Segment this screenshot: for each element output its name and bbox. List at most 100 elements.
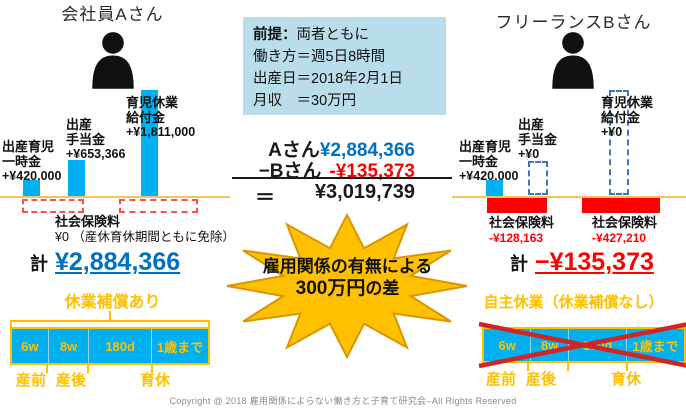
bracket-end-right bbox=[208, 320, 210, 328]
timeline-segment: 1歳まで bbox=[151, 329, 208, 363]
axis-baseline-left bbox=[0, 196, 230, 198]
phase-postnatal-b: 産後 bbox=[525, 371, 556, 388]
bar-label-line: 給付金 bbox=[601, 110, 641, 125]
bar-label-allowance-b: 出産 手当金 +¥0 bbox=[518, 117, 557, 162]
premise-line: 前提：両者ともに bbox=[253, 24, 436, 46]
compensation-note-a: 休業補償あり bbox=[64, 294, 161, 311]
star-amount-rest: の差 bbox=[365, 279, 400, 298]
timeline-tick bbox=[151, 365, 153, 373]
bar-label-line: 育児休業 bbox=[601, 95, 654, 110]
bar-label-line: 出産 bbox=[518, 117, 545, 132]
equation-equals: ＝ bbox=[255, 187, 275, 209]
total-value-a: ¥2,884,366 bbox=[55, 248, 181, 276]
timeline-segment: 1歳まで bbox=[626, 329, 684, 361]
bar-value: +¥420,000 bbox=[459, 169, 519, 183]
timeline-segment: 6w bbox=[498, 337, 516, 353]
bar-value: +¥653,366 bbox=[66, 147, 126, 161]
phase-postnatal-a: 産後 bbox=[55, 372, 86, 389]
premise-heading-rest: 両者ともに bbox=[296, 27, 370, 43]
timeline-tick bbox=[46, 365, 48, 373]
premise-line: 月収 ＝30万円 bbox=[253, 93, 357, 109]
equation-b-value: -¥135,373 bbox=[329, 161, 415, 182]
equation-result: ¥3,019,739 bbox=[314, 181, 415, 203]
bar-lumpsum-a bbox=[23, 180, 40, 197]
insurance-note-b1: 社会保険料 -¥128,163 bbox=[489, 215, 554, 245]
premise-heading: 前提： bbox=[253, 27, 297, 43]
exempt-insurance-box-1 bbox=[22, 199, 84, 213]
insurance-note-a: 社会保険料 ¥0 （産休育休期間ともに免除） bbox=[55, 214, 235, 245]
equation-row-b: −Bさん -¥135,373 bbox=[235, 156, 415, 183]
bar-label-line: 出産育児 bbox=[2, 139, 55, 154]
premise-line: 働き方＝週5日8時間 bbox=[253, 49, 386, 65]
person-a-icon bbox=[86, 31, 140, 89]
bracket-bar bbox=[10, 320, 210, 322]
bar-label-line: 育児休業 bbox=[126, 95, 179, 110]
bar-label-line: 出産育児 bbox=[459, 139, 512, 154]
empty-bar-childcare-b bbox=[609, 90, 629, 195]
cross-out-icon bbox=[476, 321, 686, 369]
bar-label-lumpsum-b: 出産育児 一時金 +¥420,000 bbox=[459, 139, 518, 184]
insurance-value: -¥427,210 bbox=[592, 231, 647, 245]
timeline-segment: 6w bbox=[21, 338, 39, 354]
equation-rule bbox=[232, 177, 452, 179]
bracket-stem bbox=[109, 311, 111, 321]
freelancer-b-title: フリーランスBさん bbox=[495, 13, 652, 32]
bracket-end-left bbox=[10, 320, 12, 328]
star-text-line1: 雇用関係の有無による bbox=[262, 257, 433, 276]
timeline-segment: 180d bbox=[88, 329, 151, 363]
bar-label-line: 手当金 bbox=[66, 132, 106, 147]
compensation-note-b: 自主休業（休業補償なし） bbox=[483, 294, 664, 311]
bar-label-line: 給付金 bbox=[126, 110, 166, 125]
phase-childcare-b: 育休 bbox=[610, 371, 641, 388]
timeline-tick bbox=[87, 365, 89, 373]
bar-label-line: 手当金 bbox=[518, 132, 558, 147]
timeline-segment: 8w bbox=[47, 329, 89, 363]
bar-childcare-a bbox=[141, 90, 158, 197]
starburst-icon bbox=[225, 213, 470, 360]
bar-value: +¥0 bbox=[518, 147, 540, 161]
equation-a-label: Aさん bbox=[268, 140, 320, 161]
bar-label-childcare-b: 育児休業 給付金 +¥0 bbox=[601, 95, 653, 140]
premise-box: 前提：両者ともに 働き方＝週5日8時間 出産日＝2018年2月1日 月収 ＝30… bbox=[243, 17, 446, 115]
equation-b-label: −Bさん bbox=[258, 161, 322, 182]
total-b: 計 −¥135,373 bbox=[510, 248, 654, 277]
bar-allowance-a bbox=[68, 160, 85, 197]
phase-prenatal-b: 産前 bbox=[485, 371, 516, 388]
premise-line: 出産日＝2018年2月1日 bbox=[253, 71, 403, 87]
phase-prenatal-a: 産前 bbox=[15, 372, 46, 389]
total-label: 計 bbox=[510, 254, 528, 274]
bar-value: +¥1,811,000 bbox=[126, 125, 196, 139]
insurance-value: ¥0 （産休育休期間ともに免除） bbox=[55, 230, 235, 244]
insurance-value: -¥128,163 bbox=[489, 231, 544, 245]
bar-label-line: 一時金 bbox=[2, 154, 42, 169]
bar-label-allowance-a: 出産 手当金 +¥653,366 bbox=[66, 117, 125, 162]
timeline-tick bbox=[626, 363, 628, 371]
equation-row-a: Aさん¥2,884,366 bbox=[235, 135, 415, 162]
axis-baseline-right bbox=[452, 196, 686, 198]
bar-lumpsum-b bbox=[486, 180, 503, 197]
bar-value: +¥420,000 bbox=[2, 169, 62, 183]
equation-row-result: ＝ ¥3,019,739 bbox=[235, 181, 415, 210]
total-label: 計 bbox=[30, 254, 48, 274]
insurance-label: 社会保険料 bbox=[592, 215, 658, 230]
star-text-line2: 300万円の差 bbox=[225, 273, 470, 300]
total-a: 計 ¥2,884,366 bbox=[30, 248, 180, 277]
bar-value: +¥0 bbox=[601, 125, 623, 139]
timeline-tick bbox=[567, 363, 569, 371]
phase-childcare-a: 育休 bbox=[139, 372, 170, 389]
timeline-a: 6w 8w 180d 1歳まで bbox=[10, 327, 210, 365]
person-b-icon bbox=[546, 31, 600, 89]
insurance-label: 社会保険料 bbox=[55, 214, 121, 229]
employee-a-title: 会社員Aさん bbox=[61, 5, 164, 24]
timeline-tick bbox=[527, 363, 529, 371]
bar-label-lumpsum-a: 出産育児 一時金 +¥420,000 bbox=[2, 139, 61, 184]
copyright-text: Copyright @ 2018 雇用関係によらない働き方と子育て研究会–All… bbox=[169, 396, 517, 406]
insurance-label: 社会保険料 bbox=[489, 215, 555, 230]
bar-label-childcare-a: 育児休業 給付金 +¥1,811,000 bbox=[126, 95, 195, 140]
bar-label-line: 出産 bbox=[66, 117, 93, 132]
bar-insurance-childcare-b bbox=[582, 198, 660, 213]
exempt-insurance-box-2 bbox=[119, 199, 198, 213]
empty-bar-allowance-b bbox=[528, 161, 548, 195]
bar-label-line: 一時金 bbox=[459, 154, 499, 169]
